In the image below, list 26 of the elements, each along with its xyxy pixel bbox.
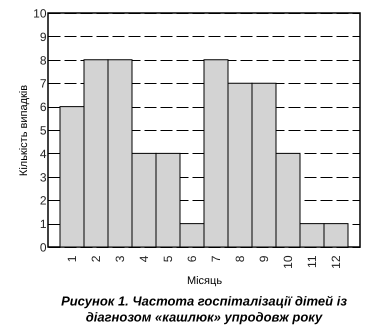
y-tick-label: 7 (40, 76, 47, 91)
x-tick-label: 1 (65, 255, 79, 262)
y-tick-label: 6 (40, 100, 47, 114)
y-axis-title: Кількість випадків (18, 84, 30, 176)
x-tick-label: 5 (161, 255, 175, 262)
x-tick-label: 6 (185, 255, 199, 262)
y-tick-label: 9 (40, 30, 47, 44)
y-tick-label: 0 (40, 240, 47, 254)
x-tick-label: 10 (281, 255, 295, 269)
y-tick-label: 1 (40, 217, 47, 232)
x-tick-label: 11 (305, 255, 319, 268)
x-tick-label: 9 (257, 255, 271, 262)
x-tick-label: 3 (113, 255, 127, 262)
x-tick-label: 12 (329, 255, 343, 269)
x-tick-label: 7 (209, 255, 223, 262)
y-tick-label: 10 (33, 6, 47, 20)
y-tick-label: 4 (40, 146, 47, 161)
text: Рисунок 1. Частота госпіталізації дітей із діагнозом «кашлюк» упродовж року (61, 293, 348, 324)
x-axis-title: Місяць (186, 274, 222, 287)
x-tick-label: 4 (137, 255, 151, 262)
y-tick-label: 2 (40, 194, 47, 208)
y-tick-label: 8 (40, 53, 47, 68)
x-tick-label: 2 (89, 255, 103, 262)
x-tick-label: 8 (233, 255, 247, 262)
y-tick-label: 3 (40, 170, 47, 184)
y-tick-label: 5 (40, 124, 47, 138)
